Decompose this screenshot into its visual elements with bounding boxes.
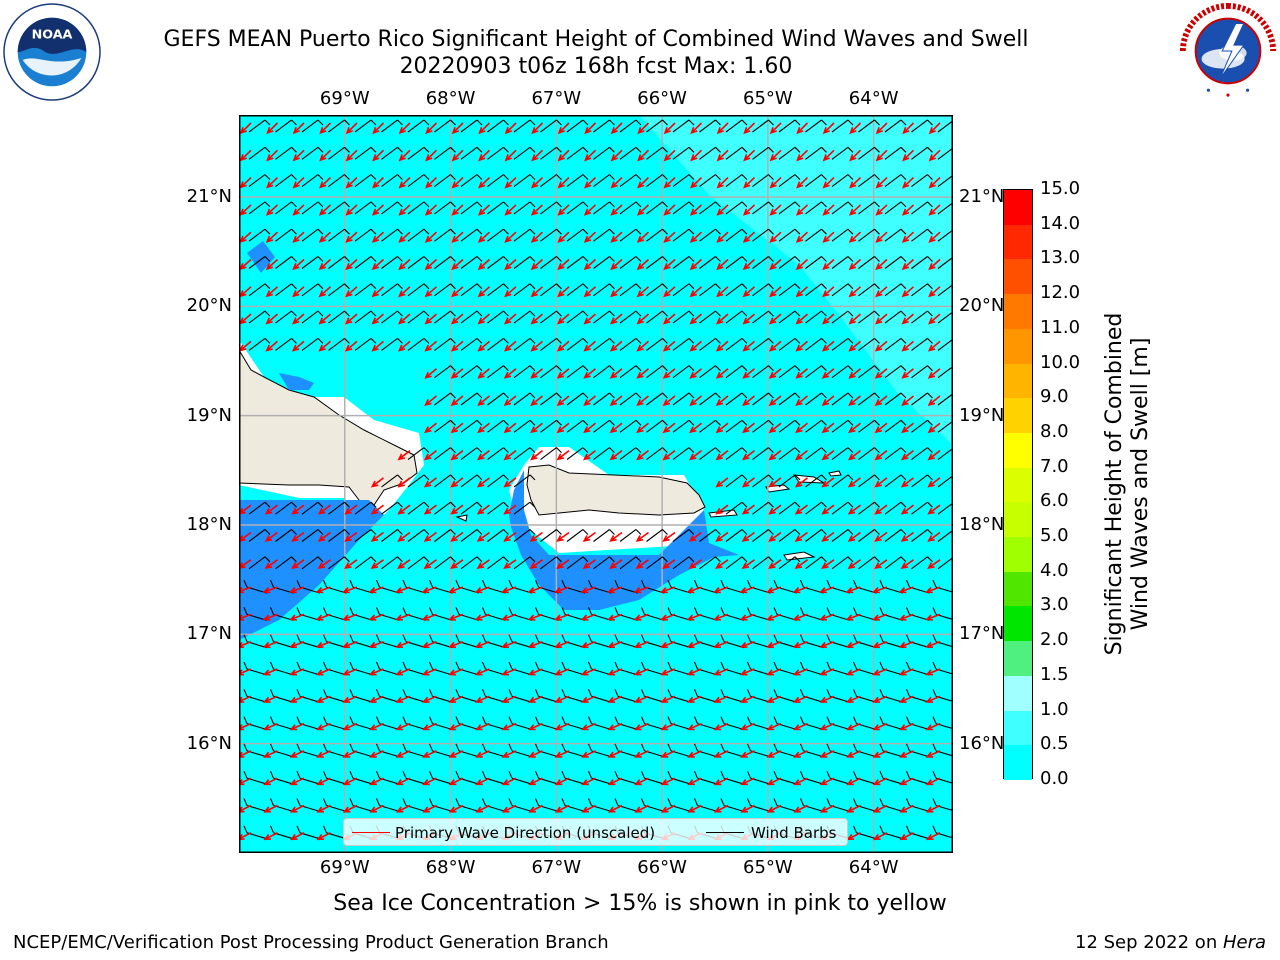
lat-label-left: 16°N	[187, 734, 232, 754]
colorbar-tick-label: 14.0	[1040, 214, 1080, 234]
sea-ice-note: Sea Ice Concentration > 15% is shown in …	[240, 891, 1040, 917]
lat-label-right: 21°N	[959, 187, 1004, 207]
footer-branch: NCEP/EMC/Verification Post Processing Pr…	[13, 933, 609, 953]
lon-label-bottom: 68°W	[426, 858, 476, 878]
colorbar-segment	[1004, 641, 1032, 676]
colorbar-segment	[1004, 190, 1032, 225]
colorbar-tick-label: 2.0	[1040, 630, 1069, 650]
footer-date: 12 Sep 2022 on Hera	[1075, 933, 1266, 953]
colorbar	[1003, 189, 1033, 779]
colorbar-segment	[1004, 294, 1032, 329]
lon-label-top: 66°W	[637, 89, 687, 109]
lat-label-left: 19°N	[187, 406, 232, 426]
colorbar-segment	[1004, 364, 1032, 399]
colorbar-label-line1: Significant Height of Combined	[1102, 224, 1128, 744]
colorbar-tick-label: 15.0	[1040, 179, 1080, 199]
footer-date-text: 12 Sep 2022 on	[1075, 932, 1223, 953]
colorbar-tick-label: 3.0	[1040, 595, 1069, 615]
noaa-logo-text: NOAA	[32, 27, 73, 42]
lat-label-right: 17°N	[959, 624, 1004, 644]
colorbar-segment	[1004, 676, 1032, 711]
lon-label-top: 65°W	[743, 89, 793, 109]
colorbar-segment	[1004, 225, 1032, 260]
colorbar-tick-label: 0.5	[1040, 734, 1069, 754]
colorbar-label-line2: Wind Waves and Swell [m]	[1128, 224, 1154, 744]
lat-label-right: 19°N	[959, 406, 1004, 426]
lon-label-bottom: 66°W	[637, 858, 687, 878]
lat-label-left: 17°N	[187, 624, 232, 644]
colorbar-tick-label: 7.0	[1040, 457, 1069, 477]
colorbar-label: Significant Height of Combined Wind Wave…	[1102, 224, 1154, 744]
lon-label-top: 69°W	[320, 89, 370, 109]
colorbar-tick-label: 8.0	[1040, 422, 1069, 442]
colorbar-tick-label: 11.0	[1040, 318, 1080, 338]
lat-label-right: 20°N	[959, 296, 1004, 316]
footer-host: Hera	[1223, 932, 1266, 953]
chart-title: GEFS MEAN Puerto Rico Significant Height…	[96, 27, 1096, 53]
colorbar-segment	[1004, 468, 1032, 503]
colorbar-segment	[1004, 502, 1032, 537]
wind-barb-legend-swatch	[706, 832, 744, 833]
lat-label-left: 18°N	[187, 515, 232, 535]
colorbar-tick-label: 1.5	[1040, 665, 1069, 685]
wave-direction-legend-label: Primary Wave Direction (unscaled)	[395, 819, 655, 847]
colorbar-tick-label: 10.0	[1040, 353, 1080, 373]
colorbar-tick-label: 5.0	[1040, 526, 1069, 546]
wave-arrow-legend-swatch	[352, 832, 390, 833]
wave-height-map	[239, 115, 953, 853]
colorbar-tick-label: 12.0	[1040, 283, 1080, 303]
colorbar-tick-label: 13.0	[1040, 248, 1080, 268]
colorbar-segment	[1004, 711, 1032, 746]
colorbar-tick-label: 6.0	[1040, 491, 1069, 511]
lon-label-bottom: 67°W	[531, 858, 581, 878]
lon-label-top: 64°W	[849, 89, 899, 109]
lat-label-left: 21°N	[187, 187, 232, 207]
colorbar-segment	[1004, 572, 1032, 607]
lon-label-bottom: 64°W	[849, 858, 899, 878]
colorbar-segment	[1004, 398, 1032, 433]
colorbar-segment	[1004, 745, 1032, 780]
nws-logo	[1178, 2, 1278, 100]
colorbar-tick-label: 9.0	[1040, 387, 1069, 407]
lon-label-bottom: 69°W	[320, 858, 370, 878]
colorbar-tick-label: 4.0	[1040, 561, 1069, 581]
lat-label-right: 18°N	[959, 515, 1004, 535]
colorbar-tick-label: 0.0	[1040, 769, 1069, 789]
lon-label-top: 68°W	[426, 89, 476, 109]
lat-label-right: 16°N	[959, 734, 1004, 754]
lon-label-bottom: 65°W	[743, 858, 793, 878]
colorbar-segment	[1004, 329, 1032, 364]
lon-label-top: 67°W	[531, 89, 581, 109]
lat-label-left: 20°N	[187, 296, 232, 316]
chart-subtitle: 20220903 t06z 168h fcst Max: 1.60	[96, 54, 1096, 80]
colorbar-segment	[1004, 259, 1032, 294]
wind-barbs-legend-label: Wind Barbs	[751, 819, 836, 847]
colorbar-tick-label: 1.0	[1040, 700, 1069, 720]
colorbar-segment	[1004, 606, 1032, 641]
noaa-logo: NOAA	[3, 3, 101, 101]
colorbar-segment	[1004, 537, 1032, 572]
map-legend: Primary Wave Direction (unscaled) Wind B…	[343, 818, 848, 846]
colorbar-segment	[1004, 433, 1032, 468]
